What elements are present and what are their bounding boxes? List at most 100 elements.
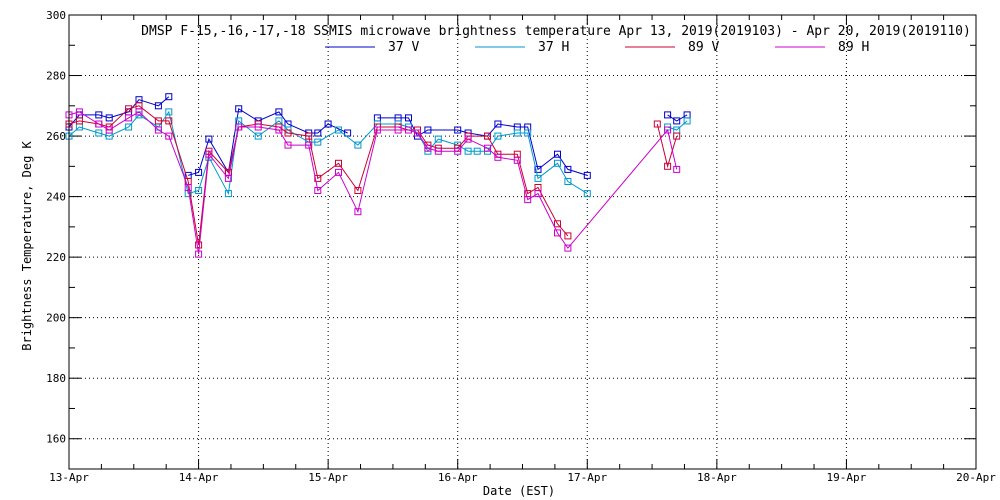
data-point: [235, 105, 243, 113]
data-point: [224, 174, 232, 182]
data-point: [664, 126, 672, 134]
y-tick-label: 240: [46, 191, 66, 204]
data-point: [534, 165, 542, 173]
data-point: [673, 165, 681, 173]
axis-ticks: [68, 14, 977, 470]
data-point: [275, 126, 283, 134]
data-point: [494, 153, 502, 161]
data-point: [335, 168, 342, 176]
data-point: [75, 117, 83, 125]
data-point: [224, 190, 232, 198]
x-tick-label: 15-Apr: [308, 471, 348, 484]
data-point: [184, 184, 192, 191]
data-point: [434, 135, 442, 143]
data-point: [464, 135, 472, 143]
data-point: [564, 165, 572, 173]
axis-tick-labels: 160 180 200 220 240 260 280 300 13-Apr 14-Apr 15-A…: [46, 9, 996, 484]
data-point: [195, 241, 203, 249]
data-point: [664, 162, 672, 170]
data-point: [524, 129, 532, 137]
series-lines: [65, 93, 691, 258]
data-point: [424, 144, 432, 152]
data-point: [95, 120, 103, 128]
y-tick-label: 260: [46, 130, 66, 143]
data-point: [205, 150, 213, 158]
data-point: [554, 159, 561, 167]
data-point: [554, 220, 561, 228]
data-point: [305, 132, 313, 140]
data-point: [324, 120, 332, 128]
data-point: [154, 117, 162, 125]
x-tick-label: 17-Apr: [567, 471, 607, 484]
legend-label: 89 H: [838, 40, 869, 55]
data-point: [405, 114, 412, 122]
x-tick-label: 20-Apr: [956, 471, 996, 484]
data-point: [673, 117, 681, 125]
plot-frame: [68, 14, 977, 470]
chart-title: DMSP F-15,-16,-17,-18 SSMIS microwave br…: [141, 24, 971, 39]
data-point: [405, 126, 412, 134]
data-point: [165, 108, 173, 116]
data-point: [554, 150, 561, 158]
data-point: [335, 126, 342, 134]
x-tick-label: 18-Apr: [697, 471, 737, 484]
y-tick-label: 180: [46, 372, 66, 385]
data-point: [554, 229, 561, 237]
legend-label: 37 H: [538, 40, 569, 55]
data-point: [414, 129, 421, 137]
data-point: [235, 123, 243, 131]
data-point: [484, 144, 491, 152]
data-point: [284, 129, 292, 137]
data-point: [314, 187, 322, 194]
data-point: [125, 114, 133, 122]
data-point: [165, 93, 173, 101]
y-tick-label: 160: [46, 433, 66, 446]
data-point: [534, 174, 542, 182]
data-point: [335, 159, 342, 167]
y-axis-label: Brightness Temperature, Deg K: [20, 140, 34, 350]
data-point: [254, 123, 262, 131]
series-line: [68, 105, 569, 246]
data-point: [75, 108, 83, 116]
data-point: [314, 129, 322, 137]
data-point: [125, 105, 133, 113]
data-point: [583, 190, 591, 198]
series-line: [188, 107, 348, 176]
data-point: [494, 132, 502, 140]
data-point: [524, 196, 532, 204]
data-point: [105, 126, 113, 134]
data-point: [154, 102, 162, 110]
data-point: [653, 120, 661, 128]
y-tick-label: 220: [46, 251, 66, 264]
data-point: [195, 187, 203, 194]
data-point: [564, 178, 572, 185]
data-point: [165, 132, 173, 140]
data-point: [683, 117, 691, 125]
data-point: [664, 111, 672, 119]
data-point: [314, 138, 322, 146]
data-point: [394, 126, 402, 134]
data-point: [195, 250, 203, 258]
data-point: [513, 156, 521, 164]
data-point: [473, 147, 481, 155]
data-point: [105, 114, 113, 122]
data-point: [195, 168, 203, 176]
data-point: [314, 174, 322, 182]
data-point: [275, 108, 283, 116]
data-point: [125, 123, 133, 131]
series-line: [68, 111, 678, 255]
series-89-h: [65, 108, 681, 258]
data-point: [95, 129, 103, 137]
data-point: [135, 108, 143, 116]
data-point: [354, 141, 362, 149]
data-point: [564, 244, 572, 252]
y-tick-label: 200: [46, 312, 66, 325]
legend: 37 V 37 H 89 V 89 H: [325, 40, 869, 55]
data-point: [373, 126, 381, 134]
x-tick-label: 16-Apr: [438, 471, 478, 484]
data-point: [354, 187, 362, 194]
data-point: [305, 141, 313, 149]
x-tick-label: 14-Apr: [179, 471, 219, 484]
